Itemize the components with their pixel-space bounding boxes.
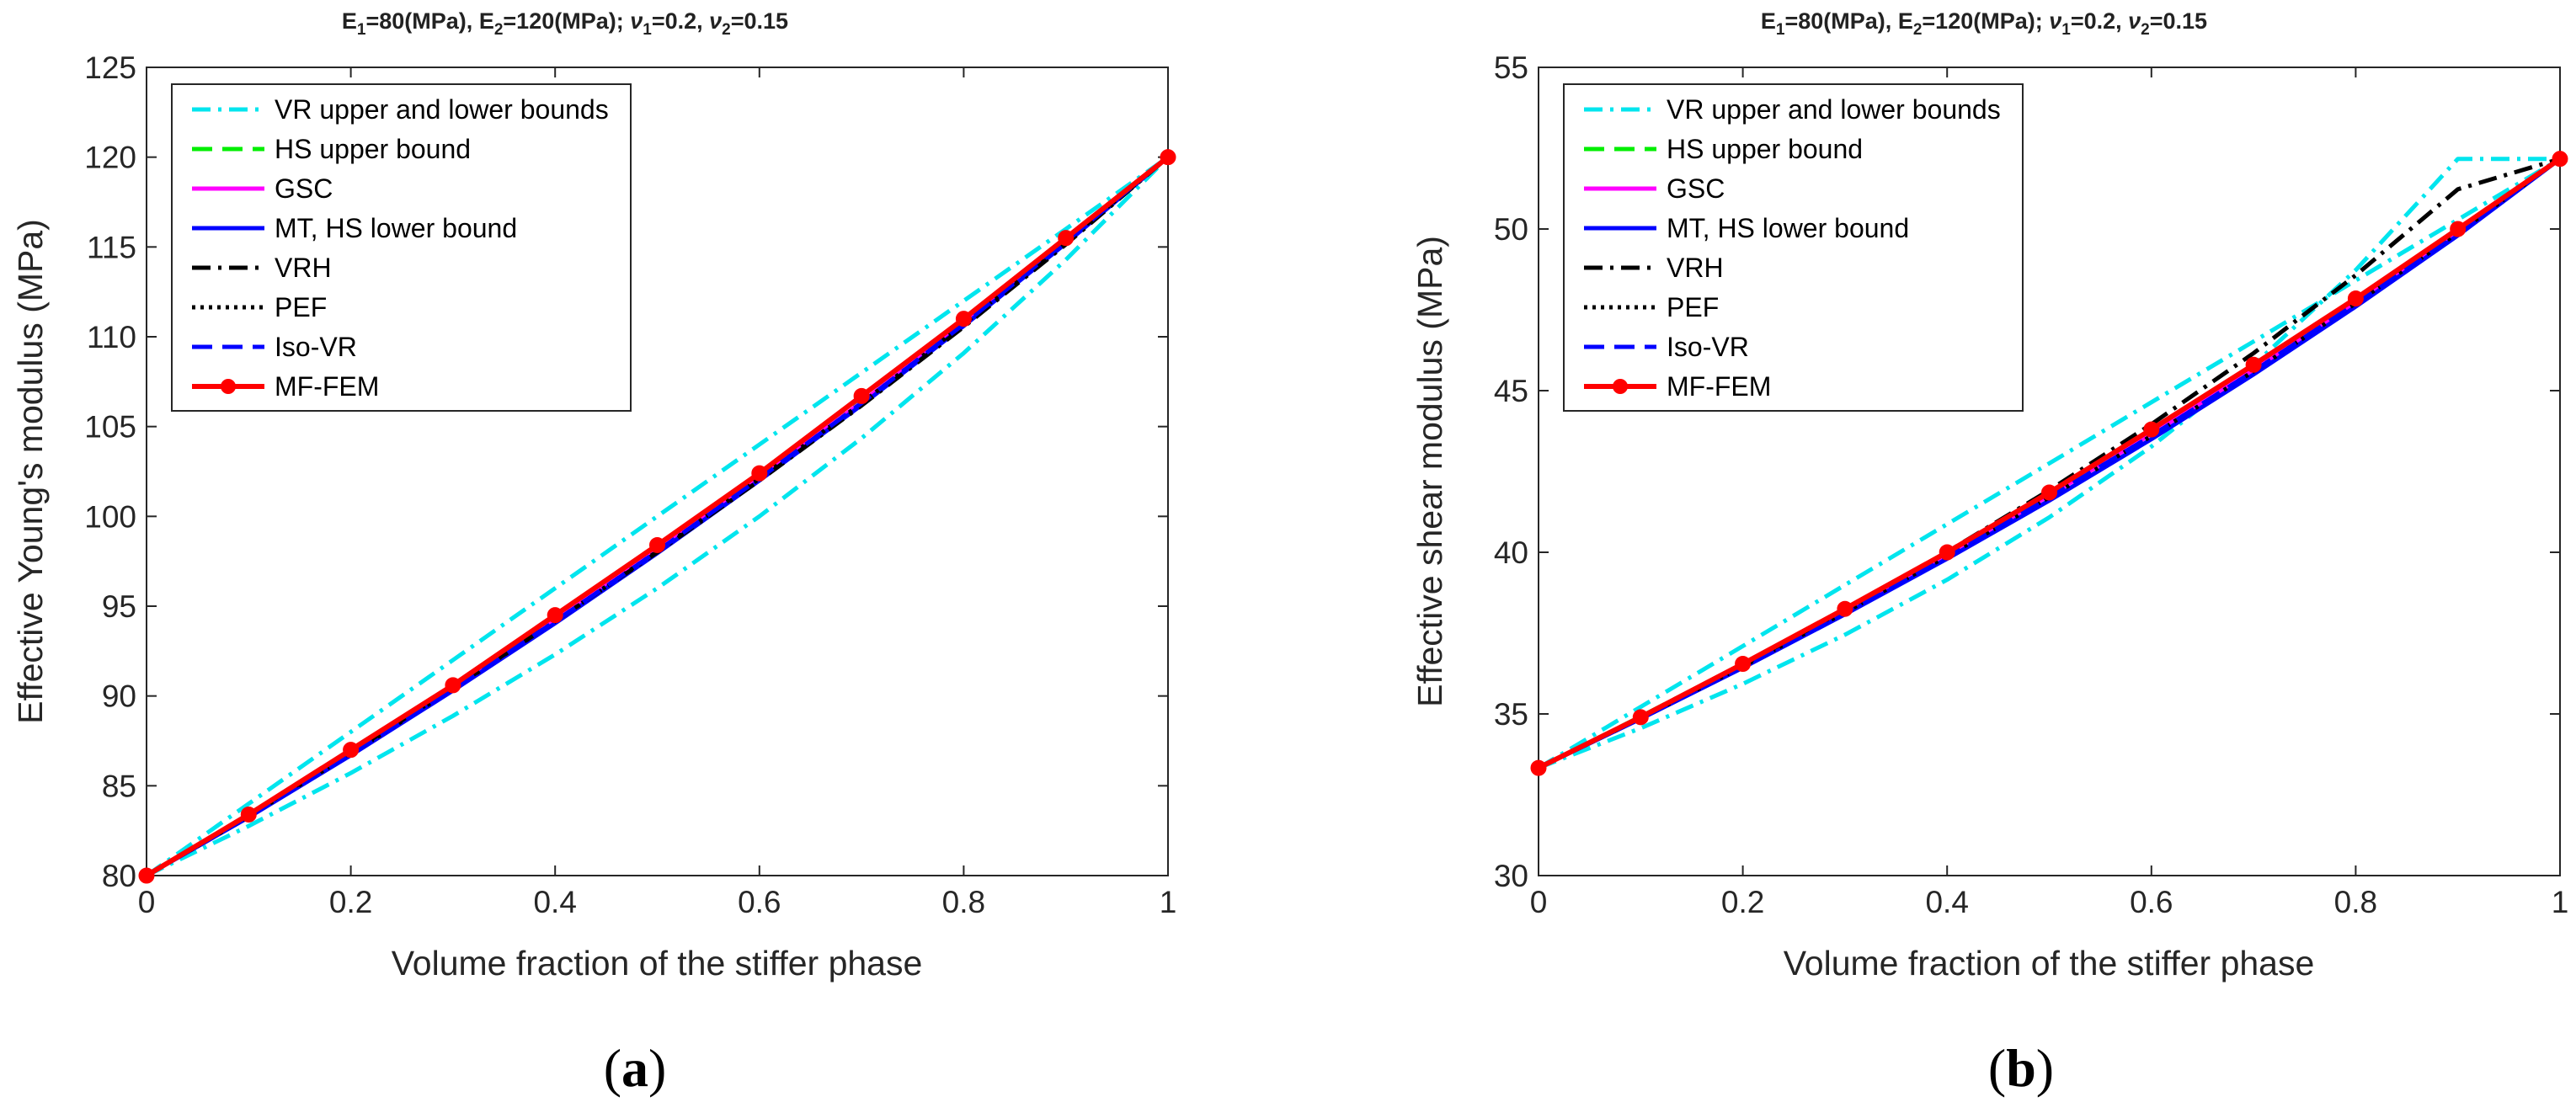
- data-point: [2143, 421, 2160, 438]
- y-tick-label: 35: [1494, 697, 1528, 732]
- panel-b-shear-modulus: E1=80(MPa), E2=120(MPa); ν1=0.2, ν2=0.15…: [1411, 8, 2568, 983]
- data-point: [547, 607, 563, 624]
- legend: VR upper and lower bounds HS upper bound G…: [171, 83, 632, 412]
- y-tick-label: 50: [1494, 212, 1528, 247]
- panel-a-youngs-modulus: E1=80(MPa), E2=120(MPa); ν1=0.2, ν2=0.15…: [11, 8, 1176, 983]
- legend-label: VRH: [275, 253, 332, 283]
- legend-label: MT, HS lower bound: [275, 213, 517, 243]
- legend-box: [171, 83, 632, 412]
- legend-label: VR upper and lower bounds: [275, 94, 609, 125]
- data-point: [853, 387, 870, 404]
- y-tick-label: 80: [102, 859, 136, 893]
- data-point: [445, 677, 461, 694]
- y-tick-label: 45: [1494, 374, 1528, 408]
- x-tick-label: 0.8: [942, 885, 985, 919]
- y-tick-label: 120: [84, 141, 136, 175]
- data-point: [1735, 655, 1752, 672]
- x-axis-label: Volume fraction of the stiffer phase: [1784, 944, 2315, 983]
- series-line-pef: [145, 155, 1170, 878]
- data-point: [138, 867, 155, 884]
- y-axis-label: Effective shear modulus (MPa): [1411, 236, 1449, 707]
- y-tick-label: 30: [1494, 859, 1528, 893]
- data-point: [1632, 709, 1649, 726]
- y-tick-label: 95: [102, 589, 136, 624]
- legend-label: PEF: [275, 292, 327, 322]
- data-point: [649, 536, 665, 553]
- chart-title: E1=80(MPa), E2=120(MPa); ν1=0.2, ν2=0.15: [1761, 8, 2207, 39]
- y-tick-label: 40: [1494, 535, 1528, 570]
- y-tick-label: 115: [87, 230, 136, 264]
- y-tick-label: 110: [87, 320, 136, 354]
- legend-label: GSC: [1667, 173, 1725, 204]
- legend-label: Iso-VR: [1667, 332, 1749, 362]
- legend-label: MT, HS lower bound: [1667, 213, 1909, 243]
- series-group: [1530, 151, 2568, 776]
- legend-label: VR upper and lower bounds: [1667, 94, 2001, 125]
- data-point: [2450, 221, 2467, 237]
- caption-a: (a): [604, 1038, 667, 1098]
- y-tick-label: 100: [84, 499, 136, 534]
- chart-title: E1=80(MPa), E2=120(MPa); ν1=0.2, ν2=0.15: [342, 8, 788, 39]
- data-point: [2245, 356, 2262, 373]
- data-point: [2347, 290, 2364, 307]
- x-tick-label: 0: [138, 885, 156, 919]
- x-tick-label: 0.2: [1721, 885, 1764, 919]
- legend-label: PEF: [1667, 292, 1719, 322]
- data-point: [955, 311, 972, 328]
- x-tick-label: 1: [1160, 885, 1177, 919]
- x-tick-label: 1: [2552, 885, 2569, 919]
- series-line-vr-upper-bound: [145, 155, 1170, 878]
- data-point: [1058, 230, 1075, 247]
- legend-label: HS upper bound: [275, 134, 471, 164]
- data-point: [1939, 544, 1955, 561]
- legend-label: VRH: [1667, 253, 1724, 283]
- x-axis-label: Volume fraction of the stiffer phase: [392, 944, 923, 983]
- y-axis-ticks: 80 85 90 95 100 105 110 115 120 125: [84, 51, 1168, 893]
- legend-marker: [221, 379, 236, 394]
- y-axis-ticks: 30 35 40 45 50 55: [1494, 51, 2560, 893]
- data-point: [1837, 600, 1853, 617]
- y-tick-label: 125: [84, 51, 136, 85]
- data-point: [2552, 151, 2568, 168]
- y-tick-label: 90: [102, 679, 136, 714]
- y-axis-label: Effective Young's modulus (MPa): [11, 219, 50, 724]
- data-point: [343, 742, 360, 759]
- x-tick-label: 0.8: [2334, 885, 2377, 919]
- data-point: [2041, 484, 2057, 501]
- legend-label: MF-FEM: [1667, 371, 1771, 402]
- legend-label: MF-FEM: [275, 371, 379, 402]
- data-point: [1530, 759, 1547, 776]
- legend: VR upper and lower bounds HS upper bound G…: [1563, 83, 2024, 412]
- series-group: [138, 149, 1176, 884]
- x-tick-label: 0.4: [1925, 885, 1968, 919]
- data-point: [1160, 149, 1176, 166]
- series-line-iso-vr: [145, 155, 1170, 878]
- series-line-vr-lower-bound: [1538, 157, 2560, 770]
- series-line-vr-upper-bound: [1537, 157, 2562, 770]
- x-tick-label: 0.4: [533, 885, 576, 919]
- data-point: [751, 465, 768, 482]
- y-tick-label: 55: [1494, 51, 1528, 85]
- legend-marker: [1613, 379, 1628, 394]
- y-tick-label: 85: [102, 769, 136, 803]
- x-tick-label: 0: [1530, 885, 1548, 919]
- y-tick-label: 105: [84, 410, 136, 445]
- caption-b: (b): [1988, 1038, 2054, 1098]
- x-tick-label: 0.6: [2130, 885, 2173, 919]
- data-point: [240, 806, 257, 823]
- x-axis-ticks: 0 0.2 0.4 0.6 0.8 1: [138, 67, 1177, 919]
- x-axis-ticks: 0 0.2 0.4 0.6 0.8 1: [1530, 67, 2569, 919]
- legend-label: Iso-VR: [275, 332, 357, 362]
- series-line-vr-lower-bound: [145, 155, 1170, 878]
- legend-label: GSC: [275, 173, 333, 204]
- x-tick-label: 0.6: [738, 885, 781, 919]
- legend-box: [1563, 83, 2024, 412]
- legend-label: HS upper bound: [1667, 134, 1863, 164]
- x-tick-label: 0.2: [329, 885, 372, 919]
